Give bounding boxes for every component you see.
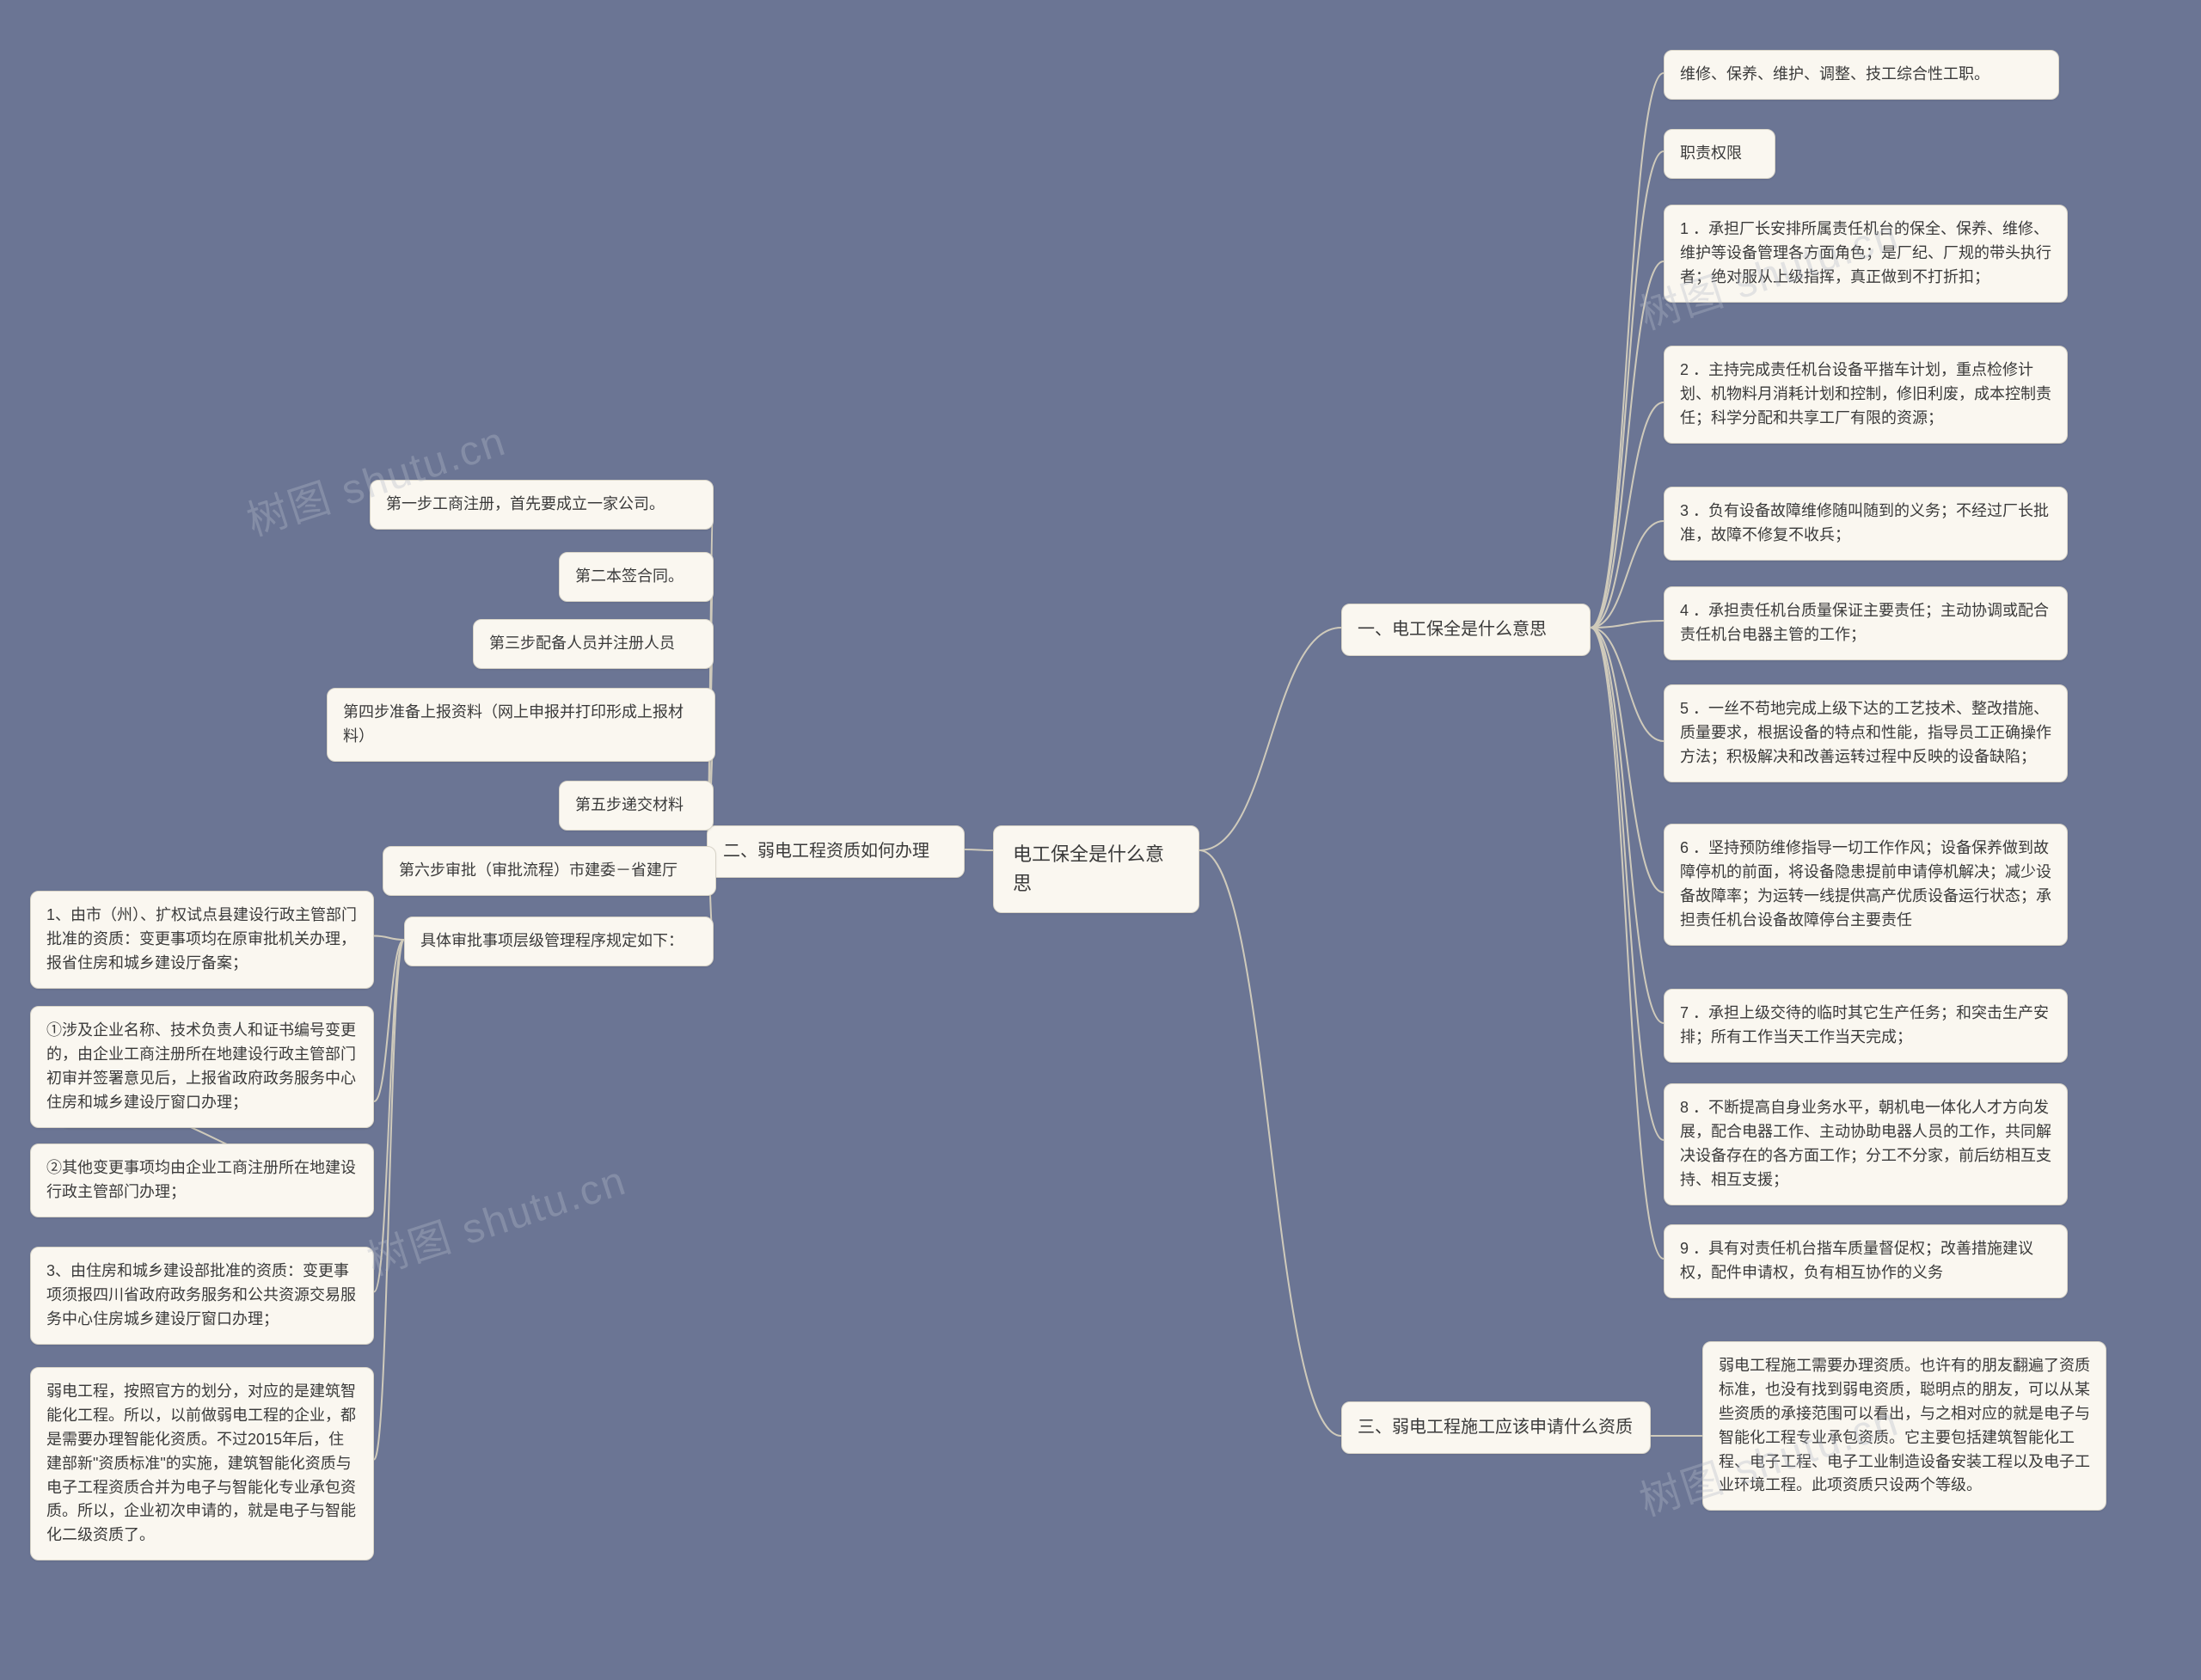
leaf-node: 2 ．主持完成责任机台设备平揩车计划，重点检修计划、机物料月消耗计划和控制，修旧… bbox=[1664, 346, 2068, 444]
branch-node: 一、电工保全是什么意思 bbox=[1341, 604, 1591, 656]
leaf-node: 第一步工商注册，首先要成立一家公司。 bbox=[370, 480, 714, 530]
leaf-node: 职责权限 bbox=[1664, 129, 1775, 179]
leaf-node: 1 ．承担厂长安排所属责任机台的保全、保养、维修、维护等设备管理各方面角色；是厂… bbox=[1664, 205, 2068, 303]
leaf-node: 弱电工程施工需要办理资质。也许有的朋友翻遍了资质标准，也没有找到弱电资质，聪明点… bbox=[1702, 1341, 2106, 1511]
leaf-node: 弱电工程，按照官方的划分，对应的是建筑智能化工程。所以，以前做弱电工程的企业，都… bbox=[30, 1367, 374, 1560]
leaf-node: 5 ．一丝不苟地完成上级下达的工艺技术、整改措施、质量要求，根据设备的特点和性能… bbox=[1664, 684, 2068, 782]
leaf-node: 4 ．承担责任机台质量保证主要责任；主动协调或配合责任机台电器主管的工作； bbox=[1664, 586, 2068, 660]
leaf-node: 维修、保养、维护、调整、技工综合性工职。 bbox=[1664, 50, 2059, 100]
leaf-node: 8 ．不断提高自身业务水平，朝机电一体化人才方向发展，配合电器工作、主动协助电器… bbox=[1664, 1083, 2068, 1205]
leaf-node: 1、由市（州）、扩权试点县建设行政主管部门批准的资质：变更事项均在原审批机关办理… bbox=[30, 891, 374, 989]
watermark: 树图 shutu.cn bbox=[359, 1146, 633, 1286]
leaf-node: 第三步配备人员并注册人员 bbox=[473, 619, 714, 669]
leaf-node: 6 ．坚持预防维修指导一切工作作风；设备保养做到故障停机的前面，将设备隐患提前申… bbox=[1664, 824, 2068, 946]
leaf-node: 第二本签合同。 bbox=[559, 552, 714, 602]
leaf-node: 第六步审批（审批流程）市建委－省建厅 bbox=[383, 846, 716, 896]
leaf-node: 第四步准备上报资料（网上申报并打印形成上报材料） bbox=[327, 688, 715, 762]
branch-node: 二、弱电工程资质如何办理 bbox=[707, 825, 965, 878]
leaf-node: 具体审批事项层级管理程序规定如下： bbox=[404, 917, 714, 966]
leaf-node: 9 ．具有对责任机台揩车质量督促权；改善措施建议权，配件申请权，负有相互协作的义… bbox=[1664, 1224, 2068, 1298]
leaf-node: 3 ．负有设备故障维修随叫随到的义务；不经过厂长批准，故障不修复不收兵； bbox=[1664, 487, 2068, 561]
leaf-node: 第五步递交材料 bbox=[559, 781, 714, 831]
leaf-node: 7 ．承担上级交待的临时其它生产任务；和突击生产安排；所有工作当天工作当天完成； bbox=[1664, 989, 2068, 1063]
branch-node: 三、弱电工程施工应该申请什么资质 bbox=[1341, 1401, 1651, 1454]
leaf-node: ①涉及企业名称、技术负责人和证书编号变更的，由企业工商注册所在地建设行政主管部门… bbox=[30, 1006, 374, 1128]
leaf-node: 3、由住房和城乡建设部批准的资质：变更事项须报四川省政府政务服务和公共资源交易服… bbox=[30, 1247, 374, 1345]
leaf-node: ②其他变更事项均由企业工商注册所在地建设行政主管部门办理； bbox=[30, 1144, 374, 1217]
root-node: 电工保全是什么意思 bbox=[993, 825, 1199, 913]
